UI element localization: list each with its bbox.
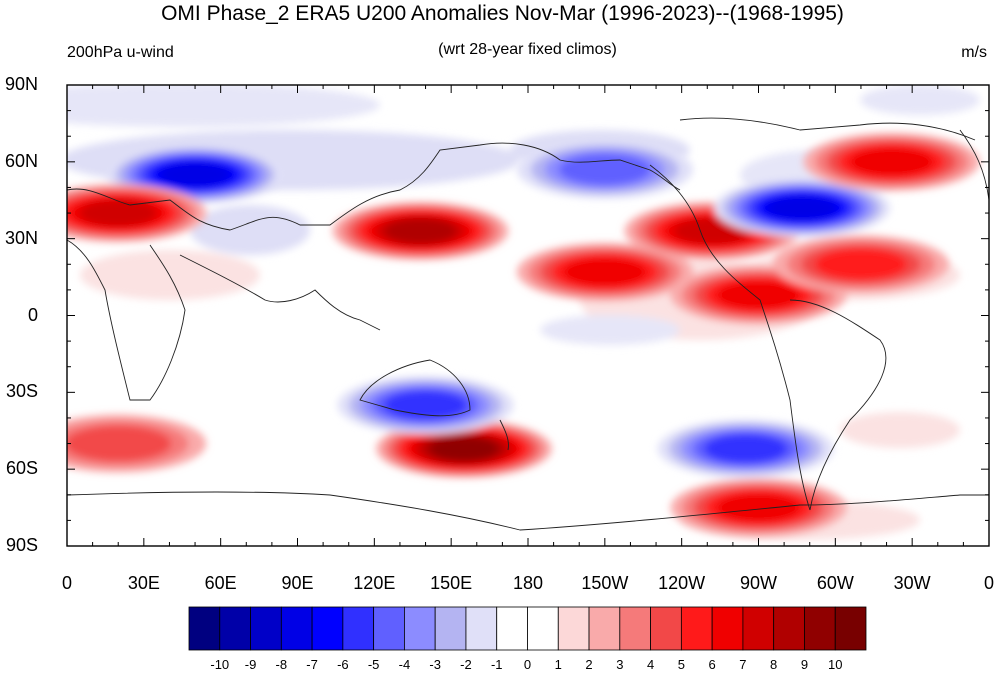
colorbar-swatch	[280, 606, 313, 651]
colorbar-swatch	[804, 606, 836, 651]
colorbar-label: 3	[616, 657, 624, 672]
anomaly-contour	[717, 280, 800, 310]
axis-ticks	[66, 84, 990, 547]
colorbar-label: 6	[708, 657, 716, 672]
colorbar-label: -3	[429, 657, 441, 672]
anomaly-contour	[704, 434, 788, 464]
climatology-note: (wrt 28-year fixed climos)	[438, 41, 617, 58]
colorbar-swatch	[742, 606, 775, 651]
lon-tick-label: 30E	[127, 573, 160, 593]
anomaly-contour	[558, 153, 651, 186]
colorbar-swatch	[680, 606, 713, 651]
colorbar-swatch	[557, 606, 590, 651]
colorbar-label: 7	[739, 657, 747, 672]
colorbar-label: -8	[275, 657, 288, 672]
map-title: OMI Phase_2 ERA5 U200 Anomalies Nov-Mar …	[161, 2, 844, 25]
lat-tick-label: 30N	[4, 227, 38, 248]
lon-tick-label: 0	[983, 573, 994, 593]
lon-tick-label: 120W	[658, 573, 706, 593]
lon-tick-label: 60E	[204, 573, 237, 593]
colorbar-label: 10	[827, 657, 843, 672]
coastlines	[67, 117, 989, 531]
anomaly-contour	[850, 147, 934, 177]
lon-tick-label: 60W	[816, 573, 854, 593]
colorbar-swatch	[465, 606, 498, 651]
colorbar-swatch	[711, 606, 744, 651]
anomaly-contour	[766, 195, 838, 221]
anomaly-contour	[717, 493, 800, 522]
colorbar-swatch	[773, 606, 805, 651]
anomaly-contour	[430, 436, 498, 461]
colorbar-swatch	[496, 606, 528, 651]
colorbar-swatch	[588, 606, 621, 651]
lat-tick-label: 60S	[5, 458, 38, 479]
colorbar	[188, 606, 867, 651]
colorbar-swatch	[219, 606, 251, 651]
anomaly-contour	[563, 257, 647, 287]
lon-tick-label: 90E	[281, 573, 314, 593]
colorbar-swatch	[373, 606, 405, 651]
colorbar-swatch	[434, 606, 467, 651]
colorbar-label: 9	[800, 657, 809, 672]
anomaly-contour	[80, 199, 157, 227]
colorbar-swatch	[834, 606, 867, 651]
lon-tick-label: 30W	[893, 573, 931, 593]
colorbar-swatch	[250, 606, 282, 651]
lon-tick-label: 150E	[430, 573, 473, 593]
lat-tick-label: 90N	[4, 74, 38, 94]
colorbar-label: -6	[337, 657, 349, 672]
anomaly-contour	[384, 218, 456, 244]
colorbar-swatch	[527, 606, 559, 651]
colorbar-swatch	[342, 606, 375, 651]
colorbar-swatch	[188, 606, 221, 651]
lat-tick-label: 60N	[4, 150, 38, 171]
anomaly-contour	[67, 425, 172, 462]
colorbar-label: -1	[490, 657, 503, 672]
colorbar-label: -4	[398, 657, 411, 672]
colorbar-label: 2	[585, 657, 593, 672]
colorbar-label: -2	[460, 657, 472, 672]
colorbar-swatch	[311, 606, 344, 651]
units-label: m/s	[961, 44, 987, 61]
lon-tick-label: 150W	[581, 573, 629, 593]
variable-label: 200hPa u-wind	[67, 44, 174, 61]
colorbar-label: -5	[367, 657, 380, 672]
colorbar-label: 0	[523, 657, 532, 672]
colorbar-swatch	[404, 606, 436, 651]
colorbar-swatch	[619, 606, 651, 651]
lon-tick-label: 120E	[353, 573, 396, 593]
colorbar-label: 4	[646, 657, 655, 672]
colorbar-swatch	[650, 606, 682, 651]
colorbar-label: -9	[244, 657, 257, 672]
lat-tick-label: 90S	[5, 535, 38, 555]
lat-tick-label: 30S	[5, 381, 38, 402]
colorbar-label: 1	[554, 657, 562, 672]
anomaly-contour	[814, 248, 907, 281]
colorbar-label: -10	[210, 657, 230, 672]
lon-tick-label: 180	[512, 573, 544, 593]
colorbar-label: 5	[677, 657, 685, 672]
anomaly-contour	[159, 162, 231, 188]
lat-tick-label: 0	[27, 304, 38, 325]
colorbar-label: -7	[306, 657, 318, 672]
lon-tick-label: 0	[61, 573, 72, 593]
lon-tick-label: 90W	[739, 573, 777, 593]
colorbar-label: 8	[770, 657, 778, 672]
